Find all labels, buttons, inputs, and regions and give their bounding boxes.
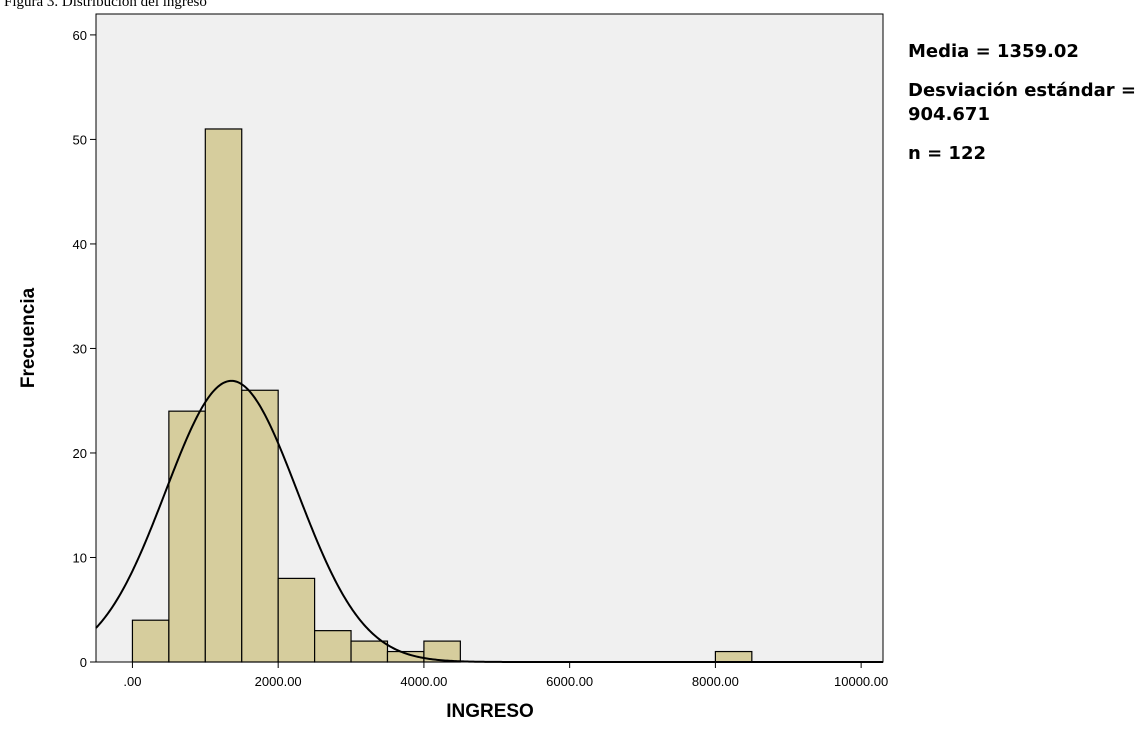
x-tick-label: 2000.00 xyxy=(255,674,302,689)
y-axis-title: Frecuencia xyxy=(18,287,39,388)
histogram-bar xyxy=(350,640,389,663)
y-tick-label: 0 xyxy=(80,655,87,670)
y-tick-label: 10 xyxy=(73,550,87,565)
figure-caption: Figura 3. Distribución del ingreso xyxy=(4,0,207,10)
n-stat: n = 122 xyxy=(908,143,987,164)
y-tick-label: 20 xyxy=(73,446,87,461)
histogram-bar xyxy=(241,389,279,663)
x-tick-label: 6000.00 xyxy=(546,674,593,689)
statistics-panel: Media = 1359.02 Desviación estándar = 90… xyxy=(908,40,1138,181)
y-axis: 0 10 20 30 40 50 60 xyxy=(73,28,96,670)
x-axis-title: INGRESO xyxy=(446,701,534,722)
mean-stat: Media = 1359.02 xyxy=(908,41,1079,62)
x-tick-label: 4000.00 xyxy=(400,674,447,689)
x-tick-label: .00 xyxy=(123,674,141,689)
y-tick-label: 30 xyxy=(73,341,87,356)
histogram-bar xyxy=(277,577,316,663)
histogram-bar xyxy=(168,410,206,663)
histogram-bar xyxy=(131,619,170,663)
normal-curve xyxy=(95,379,883,663)
y-tick-label: 50 xyxy=(73,132,87,147)
y-tick-label: 40 xyxy=(73,237,87,252)
std-dev-stat: Desviación estándar = 904.671 xyxy=(908,80,1136,125)
histogram-bar xyxy=(714,650,753,663)
x-tick-label: 10000.00 xyxy=(834,674,888,689)
x-axis: .00 2000.00 4000.00 6000.00 8000.00 10000.00 xyxy=(123,662,888,689)
histogram-bar xyxy=(314,630,352,663)
y-tick-label: 60 xyxy=(73,28,87,43)
x-tick-label: 8000.00 xyxy=(692,674,739,689)
histogram-bar xyxy=(423,640,461,663)
histogram-bar xyxy=(204,128,243,663)
